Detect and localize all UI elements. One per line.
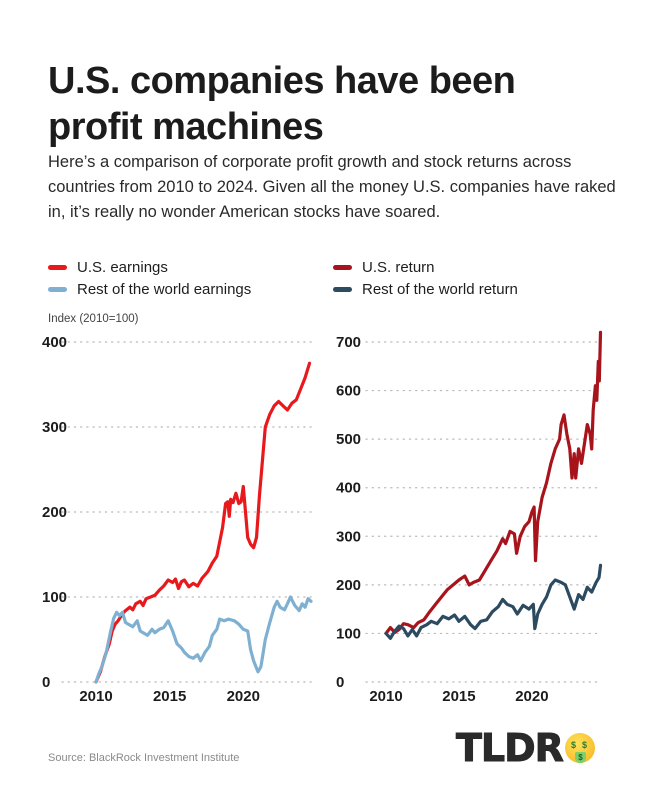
legend-label: U.S. return — [362, 258, 435, 276]
legend-label: U.S. earnings — [77, 258, 168, 276]
legend-returns: U.S. return Rest of the world return — [333, 256, 518, 300]
dollar-tongue-icon: $ — [574, 752, 586, 763]
legend-swatch — [333, 264, 352, 270]
y-tick-label: 700 — [336, 334, 361, 351]
y-tick-label: 400 — [336, 480, 361, 497]
y-tick-label: 100 — [42, 589, 67, 606]
y-tick-label: 300 — [42, 419, 67, 436]
brand-logo: TLDR $ $ $ — [456, 726, 595, 770]
legend-item-us-return: U.S. return — [333, 256, 518, 278]
series-line-rest-of-the-world-return — [384, 563, 603, 640]
legend-label: Rest of the world return — [362, 280, 518, 298]
y-tick-label: 600 — [336, 383, 361, 400]
legend-label: Rest of the world earnings — [77, 280, 252, 298]
money-mouth-face-icon: $ $ $ — [564, 733, 595, 763]
page-title: U.S. companies have been profit machines — [48, 60, 516, 148]
dollar-eye-icon: $ — [570, 740, 576, 750]
legend-item-row-return: Rest of the world return — [333, 278, 518, 300]
x-tick-label: 2010 — [79, 688, 112, 705]
brand-wordmark: TLDR — [456, 726, 565, 770]
y-tick-label: 200 — [42, 504, 67, 521]
y-tick-label: 100 — [336, 625, 361, 642]
y-tick-label: 400 — [42, 334, 67, 351]
y-axis-label: Index (2010=100) — [48, 313, 139, 325]
x-tick-label: 2015 — [442, 688, 475, 705]
legend-item-us-earnings: U.S. earnings — [48, 256, 251, 278]
y-tick-label: 300 — [336, 528, 361, 545]
y-tick-label: 0 — [336, 674, 344, 691]
y-tick-label: 0 — [42, 674, 50, 691]
x-tick-label: 2020 — [515, 688, 548, 705]
source-note: Source: BlackRock Investment Institute — [48, 752, 240, 764]
y-tick-label: 500 — [336, 431, 361, 448]
x-tick-label: 2015 — [153, 688, 186, 705]
legend-swatch — [333, 286, 352, 292]
series-line-u-s-earnings — [94, 361, 312, 684]
series-line-u-s-return — [384, 330, 603, 635]
legend-swatch — [48, 286, 67, 292]
page-subtitle: Here’s a comparison of corporate profit … — [48, 153, 616, 221]
legend-earnings: U.S. earnings Rest of the world earnings — [48, 256, 251, 300]
series-line-rest-of-the-world-earnings — [94, 595, 313, 684]
x-tick-label: 2010 — [369, 688, 402, 705]
y-tick-label: 200 — [336, 577, 361, 594]
dollar-eye-icon: $ — [581, 740, 587, 750]
legend-item-row-earnings: Rest of the world earnings — [48, 278, 251, 300]
x-tick-label: 2020 — [227, 688, 260, 705]
legend-swatch — [48, 264, 67, 270]
